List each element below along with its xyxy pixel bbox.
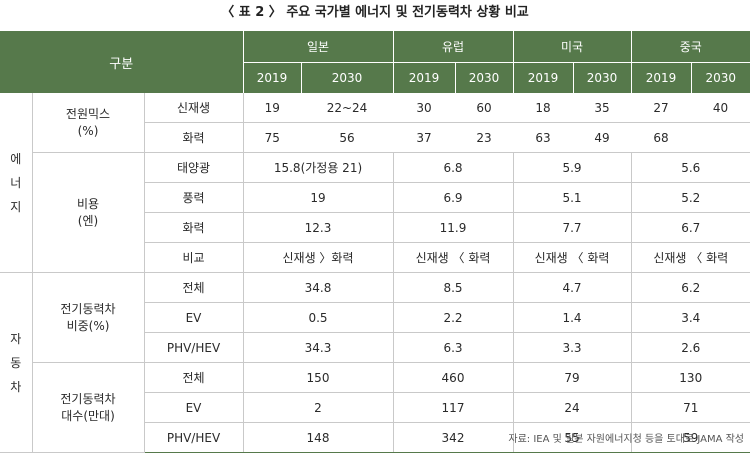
year-header: 2019 xyxy=(243,62,302,93)
table-cell: 1.4 xyxy=(513,302,632,333)
table-cell: 신재생 〈 화력 xyxy=(631,242,750,273)
table-cell: 71 xyxy=(631,392,750,423)
row-label: EV xyxy=(144,392,244,423)
table-cell: 8.5 xyxy=(393,272,514,303)
table-cell: 15.8(가정용 21) xyxy=(243,152,394,183)
table-cell: 79 xyxy=(513,362,632,393)
table-cell: 460 xyxy=(393,362,514,393)
table-cell: 49 xyxy=(573,122,631,153)
country-header-china: 중국 xyxy=(631,31,750,63)
row-label: 신재생 xyxy=(144,93,244,123)
table-cell: 5.6 xyxy=(631,152,750,183)
country-header-japan: 일본 xyxy=(243,31,394,63)
table-cell: 2.2 xyxy=(393,302,514,333)
table-cell: 24 xyxy=(513,392,632,423)
table-cell: 6.7 xyxy=(631,212,750,243)
source-note: 자료: IEA 및 일본 자원에너지청 등을 토대로 JAMA 작성 xyxy=(508,434,744,445)
table-cell: 6.8 xyxy=(393,152,514,183)
table-cell: 27 xyxy=(631,93,691,123)
table-cell: 75 xyxy=(243,122,301,153)
row-label: 화력 xyxy=(144,122,244,153)
table-cell: 22~24 xyxy=(301,93,393,123)
row-label: 태양광 xyxy=(144,152,244,183)
table-cell: 30 xyxy=(393,93,455,123)
table-cell: 0.5 xyxy=(243,302,394,333)
table-cell xyxy=(691,122,750,153)
table-cell: 6.2 xyxy=(631,272,750,303)
category-header: 구분 xyxy=(0,31,244,93)
year-header: 2019 xyxy=(393,62,456,93)
table-cell: 신재생 〉화력 xyxy=(243,242,394,273)
table-cell: 6.3 xyxy=(393,332,514,363)
section-label-ev-share: 전기동력차 비중(%) xyxy=(32,272,145,363)
comparison-table: 구분 일본 유럽 미국 중국 2019 2030 2019 2030 2019 … xyxy=(0,31,750,453)
table-cell: 12.3 xyxy=(243,212,394,243)
table-cell: 37 xyxy=(393,122,455,153)
table-cell: 2 xyxy=(243,392,394,423)
table-cell: 68 xyxy=(631,122,691,153)
row-label: 전체 xyxy=(144,362,244,393)
table-cell: 11.9 xyxy=(393,212,514,243)
table-cell: 19 xyxy=(243,93,301,123)
table-cell: 신재생 〈 화력 xyxy=(393,242,514,273)
section-label-power-mix: 전원믹스 (%) xyxy=(32,93,145,153)
country-header-europe: 유럽 xyxy=(393,31,514,63)
table-cell: 18 xyxy=(513,93,573,123)
year-header: 2030 xyxy=(691,62,750,93)
table-cell: 3.3 xyxy=(513,332,632,363)
row-label: 화력 xyxy=(144,212,244,243)
table-cell: 34.3 xyxy=(243,332,394,363)
row-label: 비교 xyxy=(144,242,244,273)
table-cell: 19 xyxy=(243,182,394,213)
country-header-usa: 미국 xyxy=(513,31,632,63)
table-cell: 5.1 xyxy=(513,182,632,213)
table-cell: 130 xyxy=(631,362,750,393)
table-cell: 148 xyxy=(243,422,394,453)
row-label: PHV/HEV xyxy=(144,422,244,453)
year-header: 2019 xyxy=(513,62,574,93)
table-cell: 40 xyxy=(691,93,750,123)
row-label: 풍력 xyxy=(144,182,244,213)
table-cell: 6.9 xyxy=(393,182,514,213)
table-cell: 35 xyxy=(573,93,631,123)
table-cell: 34.8 xyxy=(243,272,394,303)
section-label-ev-count: 전기동력차 대수(만대) xyxy=(32,362,145,453)
table-cell: 150 xyxy=(243,362,394,393)
row-label: 전체 xyxy=(144,272,244,303)
table-cell: 23 xyxy=(455,122,513,153)
table-cell: 5.2 xyxy=(631,182,750,213)
table-cell: 신재생 〈 화력 xyxy=(513,242,632,273)
table-cell: 5.9 xyxy=(513,152,632,183)
table-cell: 60 xyxy=(455,93,513,123)
table-cell: 117 xyxy=(393,392,514,423)
year-header: 2030 xyxy=(301,62,394,93)
table-cell: 3.4 xyxy=(631,302,750,333)
year-header: 2030 xyxy=(573,62,632,93)
section-label-cost: 비용 (엔) xyxy=(32,152,145,273)
table-cell: 56 xyxy=(301,122,393,153)
table-cell: 4.7 xyxy=(513,272,632,303)
table-cell: 2.6 xyxy=(631,332,750,363)
year-header: 2030 xyxy=(455,62,514,93)
row-label: PHV/HEV xyxy=(144,332,244,363)
table-cell: 7.7 xyxy=(513,212,632,243)
table-title: 〈 표 2 〉 주요 국가별 에너지 및 전기동력차 상황 비교 xyxy=(221,5,529,20)
table-cell: 342 xyxy=(393,422,514,453)
year-header: 2019 xyxy=(631,62,692,93)
row-label: EV xyxy=(144,302,244,333)
table-cell: 63 xyxy=(513,122,573,153)
